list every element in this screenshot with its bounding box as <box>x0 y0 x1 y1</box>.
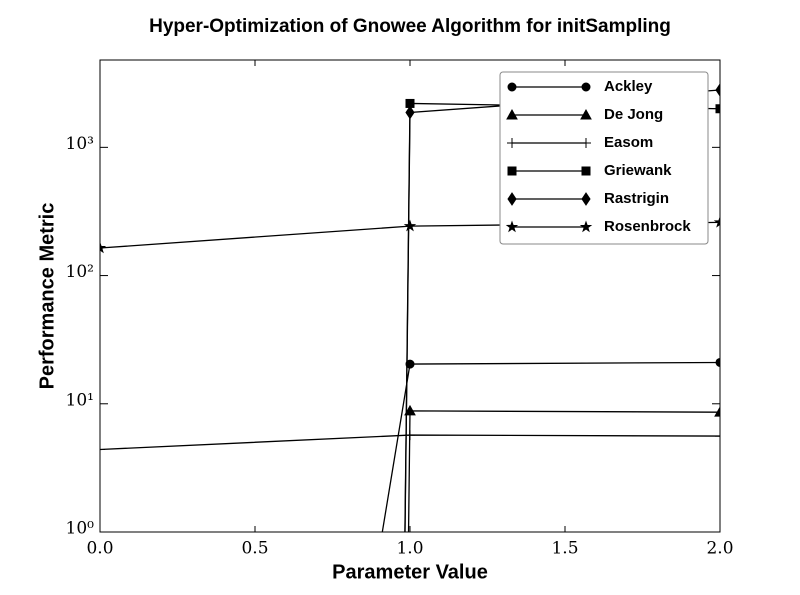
marker <box>580 108 592 120</box>
marker <box>715 104 720 114</box>
marker <box>100 444 105 455</box>
marker <box>404 404 416 416</box>
legend-label: Ackley <box>604 78 653 95</box>
legend: Ackley De Jong Easom Griewank Rastrigin Rosen… <box>499 71 709 245</box>
y-tick-label: 10² <box>66 262 94 282</box>
y-tick-label: 10¹ <box>66 390 94 410</box>
marker <box>507 192 517 206</box>
legend-label: Rastrigin <box>604 190 669 207</box>
marker <box>507 166 517 176</box>
y-tick-label: 10⁰ <box>66 519 95 539</box>
marker <box>714 406 720 417</box>
marker <box>581 166 591 176</box>
marker <box>506 108 518 120</box>
legend-label: Rosenbrock <box>604 218 691 235</box>
marker <box>505 220 519 233</box>
marker <box>715 357 720 367</box>
marker <box>405 359 415 369</box>
marker <box>713 215 720 228</box>
marker <box>507 138 517 148</box>
marker <box>581 192 591 206</box>
marker <box>405 105 415 120</box>
y-tick-label: 10³ <box>66 134 94 154</box>
legend-label: De Jong <box>604 106 663 123</box>
marker <box>100 241 107 254</box>
legend-label: Griewank <box>604 162 672 179</box>
marker <box>715 431 720 442</box>
marker <box>579 220 593 233</box>
marker <box>715 83 720 97</box>
x-axis-label: Parameter Value <box>332 561 488 583</box>
x-tick-label: 1.5 <box>551 539 578 559</box>
marker <box>403 219 417 232</box>
x-tick-label: 0.0 <box>86 539 113 559</box>
x-tick-label: 0.5 <box>241 539 268 559</box>
legend-label: Easom <box>604 134 653 151</box>
y-axis-label: Performance Metric <box>36 203 58 390</box>
x-tick-label: 1.0 <box>396 539 423 559</box>
marker <box>581 82 591 92</box>
series-line <box>381 361 720 532</box>
x-tick-label: 2.0 <box>706 539 733 559</box>
marker <box>507 82 517 92</box>
marker <box>581 138 591 148</box>
chart-title: Hyper-Optimization of Gnowee Algorithm f… <box>149 16 671 37</box>
plot-area <box>100 83 720 532</box>
